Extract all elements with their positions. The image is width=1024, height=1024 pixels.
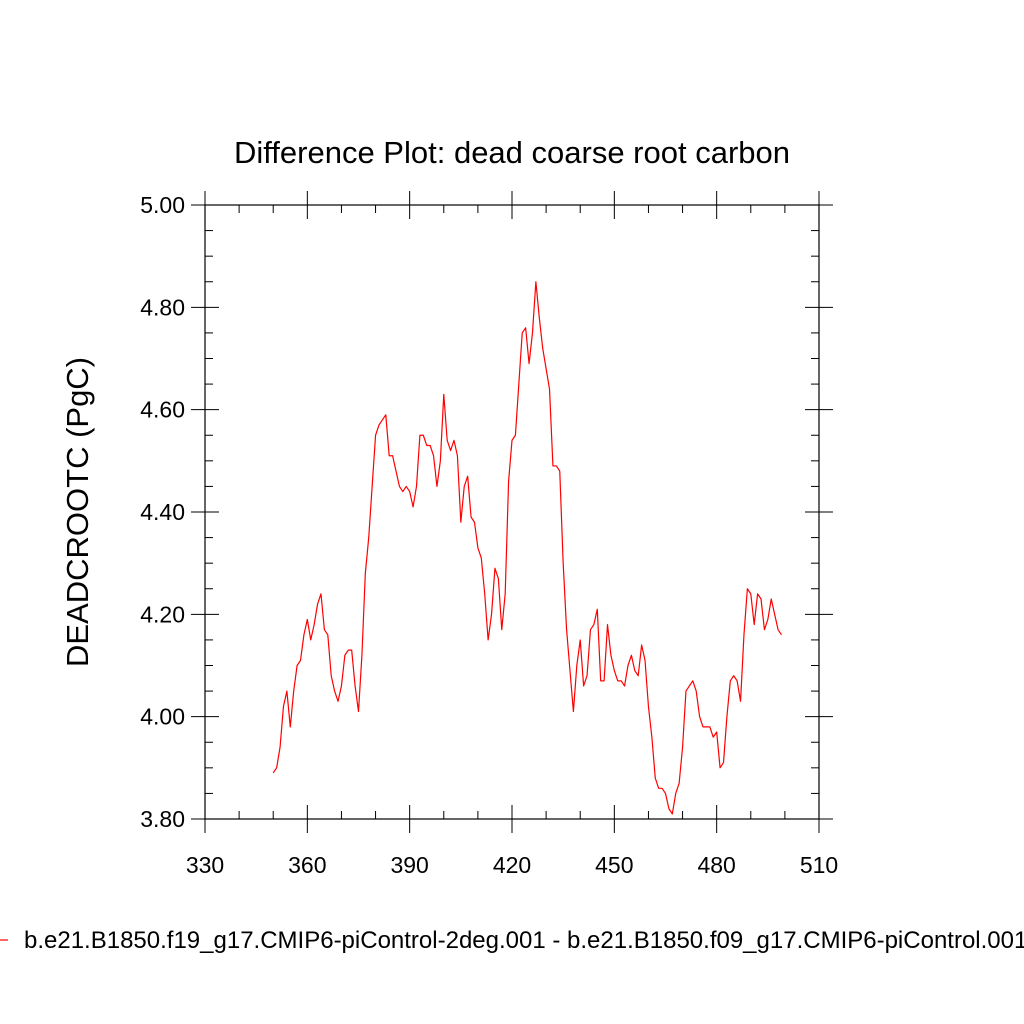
y-tick-label: 3.80 xyxy=(140,806,185,832)
x-tick-label: 390 xyxy=(390,852,428,878)
legend-entry-label: b.e21.B1850.f19_g17.CMIP6-piControl-2deg… xyxy=(24,927,1024,954)
y-tick-label: 4.60 xyxy=(140,397,185,423)
x-tick-label: 360 xyxy=(288,852,326,878)
x-tick-label: 480 xyxy=(697,852,735,878)
plot-frame xyxy=(204,204,820,820)
x-tick-label: 510 xyxy=(800,852,838,878)
y-tick-label: 4.80 xyxy=(140,294,185,320)
y-axis-label: DEADCROOTC (PgC) xyxy=(60,357,95,667)
legend: b.e21.B1850.f19_g17.CMIP6-piControl-2deg… xyxy=(0,927,1024,954)
y-axis-ticks: 3.80 4.00 4.20 4.40 4.60 4.80 5.00 xyxy=(140,192,833,832)
series-line-0 xyxy=(272,281,782,815)
y-tick-label: 4.00 xyxy=(140,704,185,730)
y-tick-label: 5.00 xyxy=(140,192,185,218)
series-layer xyxy=(272,281,782,815)
chart-title: Difference Plot: dead coarse root carbon xyxy=(234,135,790,170)
y-tick-label: 4.40 xyxy=(140,499,185,525)
x-tick-label: 330 xyxy=(186,852,224,878)
x-tick-label: 450 xyxy=(595,852,633,878)
y-tick-label: 4.20 xyxy=(140,601,185,627)
x-axis-ticks: 330 360 390 420 450 480 510 xyxy=(186,191,838,878)
x-tick-label: 420 xyxy=(493,852,531,878)
